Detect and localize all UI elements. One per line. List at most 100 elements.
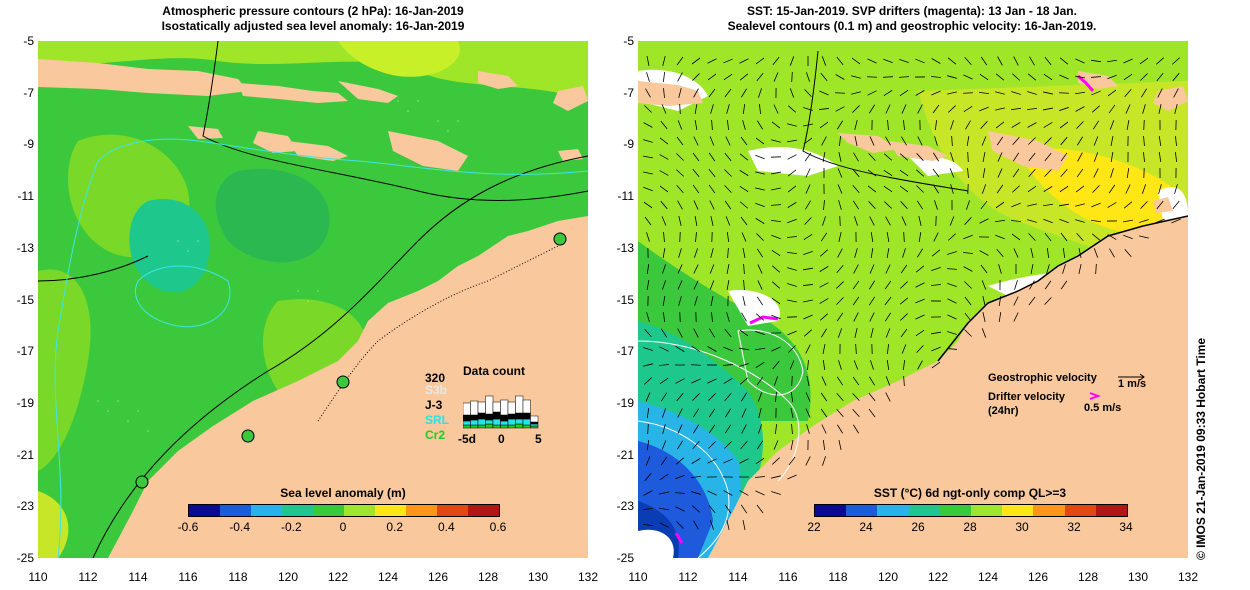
velocity-arrow	[851, 57, 861, 65]
velocity-arrow	[757, 280, 763, 290]
velocity-arrow	[884, 201, 892, 209]
velocity-arrow	[1172, 72, 1180, 82]
velocity-arrow	[787, 267, 797, 271]
y-tick-label: -11	[617, 189, 634, 204]
velocity-arrow	[742, 120, 746, 130]
velocity-arrow	[901, 216, 907, 226]
velocity-arrow	[789, 88, 795, 98]
velocity-arrow	[1030, 248, 1034, 258]
velocity-arrow	[787, 185, 797, 193]
velocity-arrow	[758, 88, 762, 98]
velocity-arrow	[707, 490, 717, 496]
velocity-arrow	[677, 408, 683, 418]
velocity-arrow	[839, 135, 841, 147]
velocity-arrow	[838, 152, 842, 162]
velocity-arrow	[1060, 280, 1068, 290]
velocity-arrow	[1044, 56, 1052, 66]
velocity-arrow	[692, 440, 700, 450]
velocity-arrow	[643, 186, 653, 192]
y-tick-label: -15	[616, 292, 634, 307]
velocity-arrow	[741, 232, 747, 242]
velocity-arrow	[787, 283, 797, 287]
velocity-arrow	[1171, 218, 1181, 224]
velocity-arrow	[658, 364, 670, 366]
velocity-arrow	[822, 216, 826, 226]
velocity-arrow	[869, 376, 875, 386]
velocity-arrow	[787, 123, 797, 127]
velocity-arrow	[643, 122, 653, 128]
velocity-arrow	[870, 328, 874, 338]
velocity-arrow	[834, 92, 846, 94]
velocity-arrow	[915, 314, 925, 320]
velocity-arrow	[1141, 184, 1147, 194]
velocity-arrow	[1125, 104, 1131, 114]
velocity-arrow	[1172, 57, 1180, 65]
velocity-arrow	[1140, 201, 1148, 209]
velocity-arrow	[1110, 152, 1114, 162]
velocity-arrow	[947, 331, 957, 335]
colorbar-tick-label: 24	[859, 520, 873, 534]
velocity-arrow	[773, 376, 779, 386]
x-tick-label: 124	[977, 570, 999, 584]
velocity-arrow	[644, 105, 652, 113]
x-tick-label: 114	[128, 570, 148, 584]
velocity-arrow	[771, 265, 781, 273]
y-tick-label: -5	[23, 34, 34, 48]
velocity-arrow	[946, 268, 958, 270]
velocity-arrow	[742, 248, 746, 258]
velocity-arrow	[1141, 88, 1147, 98]
velocity-arrow	[661, 280, 667, 290]
velocity-arrow	[1027, 122, 1037, 128]
velocity-arrow	[996, 184, 1004, 194]
data-count-bar-segment	[500, 420, 509, 426]
velocity-arrow	[646, 312, 650, 322]
velocity-arrow	[963, 106, 973, 112]
velocity-arrow	[659, 491, 669, 495]
velocity-arrow	[803, 299, 813, 303]
velocity-arrow	[739, 377, 749, 385]
velocity-arrow	[934, 119, 938, 131]
velocity-arrow	[662, 311, 666, 323]
y-tick-label: -17	[616, 344, 634, 359]
velocity-arrow	[1074, 91, 1086, 95]
velocity-arrow	[786, 236, 798, 238]
velocity-arrow	[886, 248, 890, 258]
velocity-arrow	[852, 280, 860, 290]
velocity-arrow	[1062, 247, 1066, 259]
colorbar-tick-label: -0.6	[177, 520, 199, 534]
velocity-arrow	[708, 152, 716, 162]
velocity-arrow	[755, 57, 765, 65]
data-count-bar-segment	[530, 421, 539, 425]
velocity-arrow	[1028, 233, 1036, 241]
velocity-arrow	[1010, 220, 1022, 222]
velocity-arrow	[963, 266, 973, 272]
x-tick-label: 124	[377, 570, 399, 584]
velocity-arrow	[739, 363, 749, 367]
velocity-arrow	[709, 200, 715, 210]
velocity-arrow	[676, 392, 684, 402]
velocity-arrow	[966, 136, 970, 146]
data-count-bar-segment	[477, 412, 486, 420]
velocity-arrow	[887, 343, 889, 355]
velocity-arrow	[803, 329, 813, 337]
velocity-arrow	[676, 440, 684, 450]
velocity-arrow	[998, 296, 1002, 306]
velocity-arrow	[998, 264, 1002, 274]
velocity-arrow	[742, 103, 746, 115]
colorbar-tick-label: 26	[911, 520, 925, 534]
x-tick-label: 116	[178, 570, 198, 584]
velocity-arrow	[675, 506, 685, 512]
velocity-arrow	[692, 184, 700, 194]
velocity-arrow	[661, 104, 667, 114]
colorbar-tick-label: 32	[1067, 520, 1081, 534]
velocity-arrow	[1046, 247, 1050, 259]
velocity-arrow	[1029, 56, 1035, 66]
velocity-arrow	[949, 216, 955, 226]
colorbar-swatch	[282, 505, 313, 516]
velocity-arrow	[739, 347, 749, 351]
velocity-arrow	[931, 346, 941, 352]
velocity-arrow	[852, 168, 860, 178]
velocity-arrow	[931, 90, 941, 96]
velocity-arrow	[644, 328, 652, 338]
velocity-arrow	[663, 87, 665, 99]
